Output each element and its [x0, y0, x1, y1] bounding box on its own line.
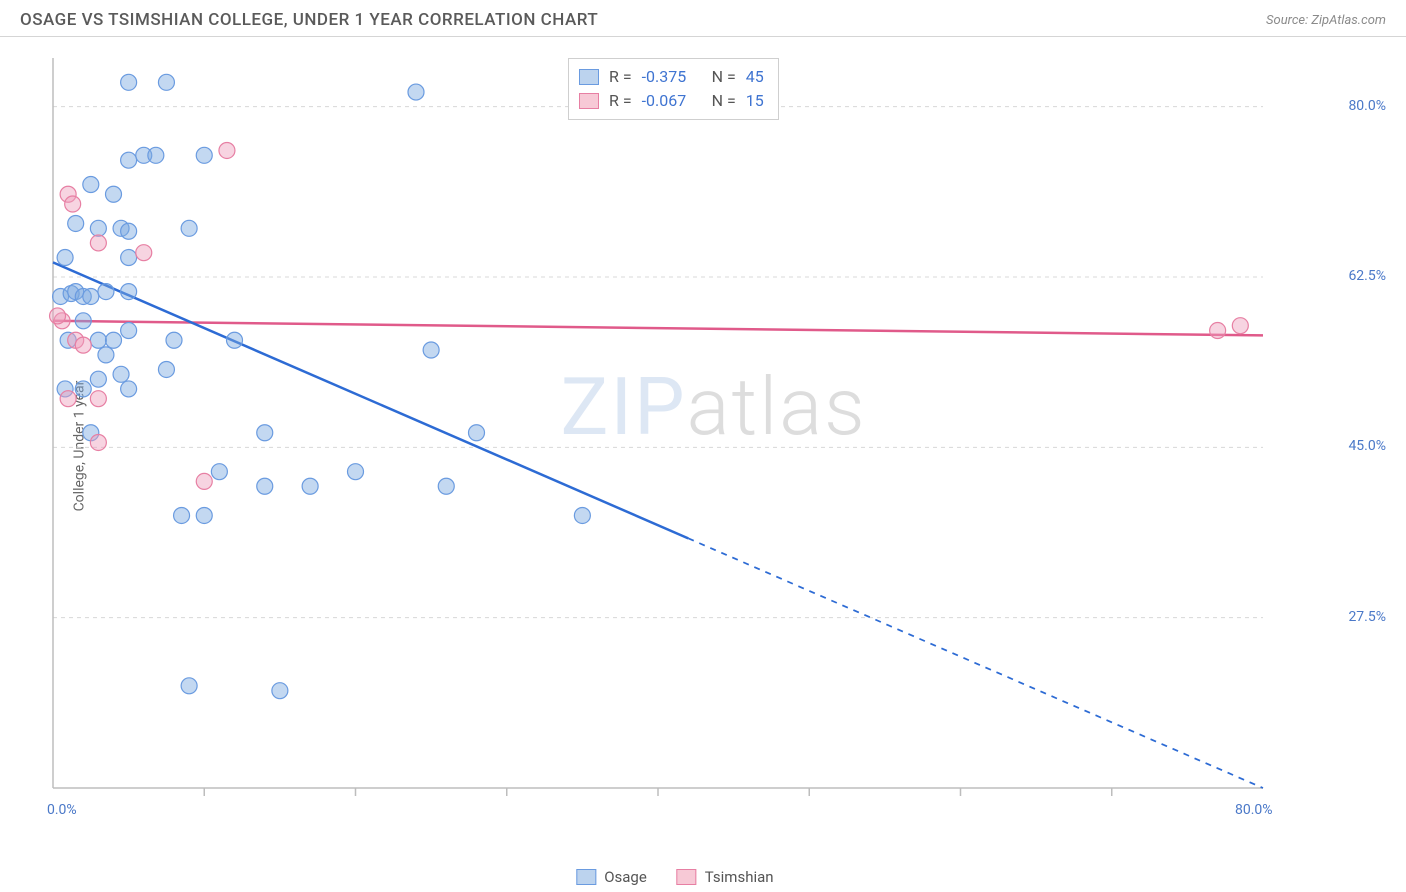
legend-swatch	[677, 869, 697, 885]
legend-n-label: N =	[712, 65, 736, 89]
y-tick-label: 27.5%	[1348, 609, 1386, 625]
legend-r-value: -0.067	[642, 89, 702, 113]
legend-n-value: 15	[746, 89, 764, 113]
legend-swatch	[576, 869, 596, 885]
legend-swatch	[579, 69, 599, 85]
chart-title: OSAGE VS TSIMSHIAN COLLEGE, UNDER 1 YEAR…	[20, 10, 598, 30]
x-tick-label: 80.0%	[1235, 802, 1273, 818]
legend-correlation-row: R = -0.067 N = 15	[579, 89, 764, 113]
legend-series-item: Tsimshian	[677, 868, 774, 886]
scatter-plot	[48, 48, 1328, 828]
legend-correlation: R = -0.375 N = 45 R = -0.067 N = 15	[568, 58, 779, 120]
y-tick-label: 80.0%	[1348, 98, 1386, 114]
y-tick-label: 62.5%	[1348, 268, 1386, 284]
x-tick-label: 0.0%	[47, 802, 77, 818]
legend-series-label: Osage	[604, 868, 647, 886]
legend-n-label: N =	[712, 89, 736, 113]
y-tick-label: 45.0%	[1348, 438, 1386, 454]
legend-n-value: 45	[746, 65, 764, 89]
chart-area: ZIPatlas R =-0.375N =45R =-0.067N =15 27…	[48, 48, 1328, 828]
legend-r-label: R =	[609, 89, 632, 113]
legend-series-item: Osage	[576, 868, 647, 886]
chart-header: OSAGE VS TSIMSHIAN COLLEGE, UNDER 1 YEAR…	[0, 0, 1406, 37]
legend-r-label: R =	[609, 65, 632, 89]
legend-r-value: -0.375	[642, 65, 702, 89]
chart-source: Source: ZipAtlas.com	[1266, 13, 1386, 28]
legend-series: Osage Tsimshian	[576, 868, 773, 886]
legend-series-label: Tsimshian	[705, 868, 774, 886]
legend-correlation-row: R = -0.375 N = 45	[579, 65, 764, 89]
legend-swatch	[579, 93, 599, 109]
